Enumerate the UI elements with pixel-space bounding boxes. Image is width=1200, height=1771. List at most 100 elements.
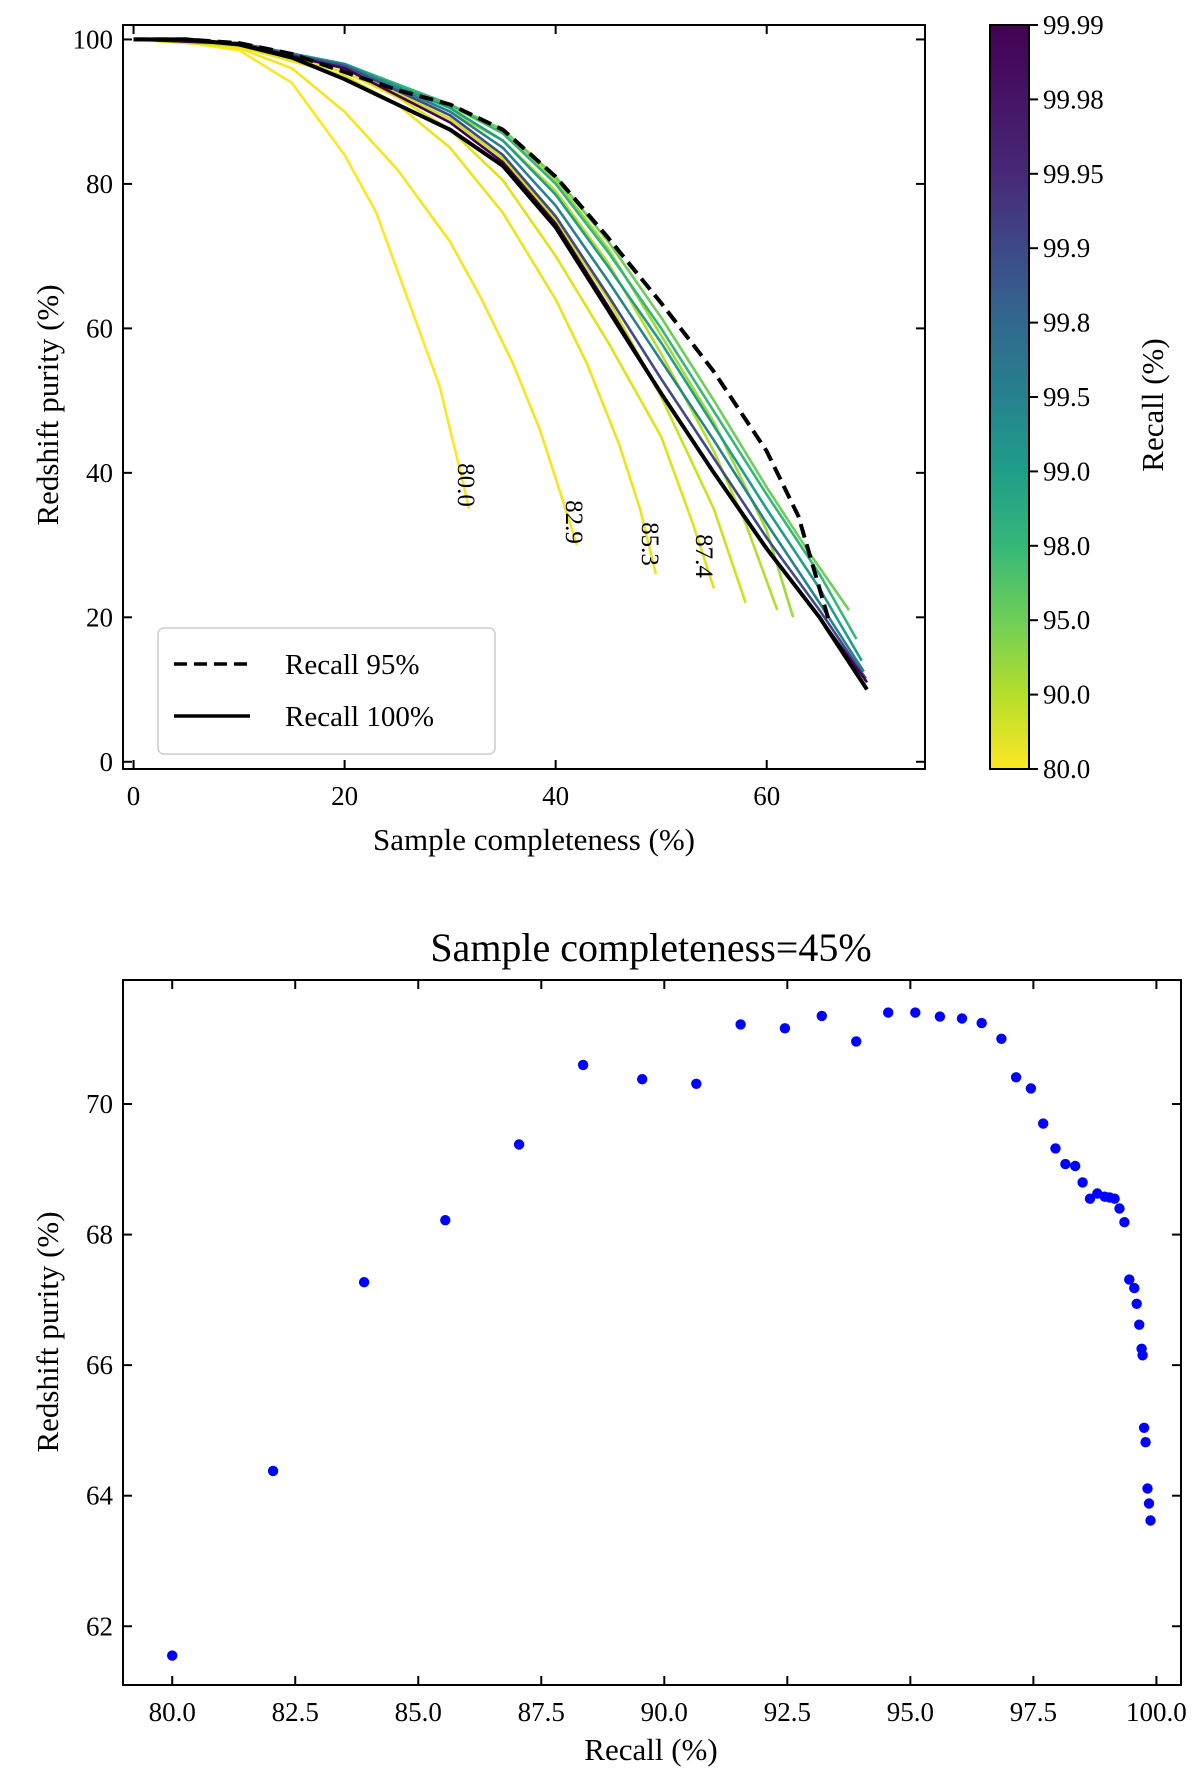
bottom-x-ticks: 80.0 82.5 85.0 87.5 90.0 92.5 95.0 97.5 100.0 (149, 980, 1187, 1727)
colorbar-ticks: 80.0 90.0 95.0 98.0 99.0 99.5 99.8 99.9 99.95 99.… (1029, 10, 1104, 784)
colorbar-gradient (989, 24, 1030, 770)
bottom-x-tick-label-3: 87.5 (518, 1697, 565, 1727)
scatter-point-41 (1143, 1498, 1155, 1509)
bottom-x-tick-label-8: 100.0 (1126, 1697, 1187, 1727)
bottom-y-tick-label-4: 70 (86, 1089, 113, 1119)
bottom-y-tick-label-0: 62 (86, 1611, 113, 1641)
top-x-tick-label-0: 0 (127, 781, 141, 811)
top-x-tick-label-3: 60 (753, 781, 780, 811)
series-line-10 (133, 38, 865, 673)
bottom-x-tick-label-4: 90.0 (641, 1697, 688, 1727)
curve-label-85-3: 85.3 (636, 522, 663, 566)
series-line-14 (133, 37, 869, 691)
colorbar-tick-label-4: 99.0 (1043, 456, 1090, 486)
scatter-point-37 (1137, 1350, 1148, 1361)
scatter-point-38 (1138, 1422, 1150, 1434)
scatter-point-10 (816, 1010, 827, 1022)
bottom-y-tick-label-3: 68 (86, 1220, 113, 1250)
scatter-point-42 (1145, 1515, 1156, 1526)
scatter-point-40 (1142, 1483, 1153, 1494)
bottom-x-tick-label-1: 82.5 (272, 1697, 319, 1727)
top-y-tick-label-4: 80 (86, 169, 113, 199)
scatter-point-31 (1119, 1217, 1130, 1228)
colorbar-tick-label-7: 99.9 (1043, 233, 1090, 263)
colorbar: 80.0 90.0 95.0 98.0 99.0 99.5 99.8 99.9 99.95 99.… (989, 10, 1170, 784)
bottom-points-group (167, 1007, 1156, 1661)
colorbar-tick-label-8: 99.95 (1043, 159, 1104, 189)
scatter-point-34 (1131, 1298, 1142, 1310)
top-y-tick-label-3: 60 (86, 313, 113, 343)
scatter-point-39 (1140, 1437, 1151, 1448)
scatter-point-17 (996, 1033, 1007, 1045)
bottom-y-ticks: 62 64 66 68 70 (86, 1089, 1181, 1641)
scatter-point-35 (1134, 1319, 1145, 1330)
top-y-tick-label-1: 20 (86, 602, 113, 632)
scatter-point-9 (779, 1023, 791, 1034)
scatter-point-32 (1124, 1274, 1135, 1285)
scatter-point-25 (1084, 1193, 1096, 1204)
scatter-point-33 (1129, 1282, 1140, 1294)
colorbar-tick-label-9: 99.98 (1043, 84, 1104, 114)
series-line-9 (133, 38, 863, 662)
curve-label-82-9: 82.9 (560, 500, 587, 544)
top-line-chart: 0 20 40 60 0 20 40 60 80 100 Sample completeness… (30, 10, 1170, 857)
legend-label-recall-100: Recall 100% (285, 701, 434, 733)
series-line-0 (133, 38, 471, 510)
bottom-y-tick-label-1: 64 (86, 1481, 114, 1511)
scatter-point-19 (1025, 1083, 1037, 1094)
top-legend: Recall 95% Recall 100% (157, 627, 496, 755)
scatter-point-18 (1010, 1072, 1022, 1083)
colorbar-tick-label-10: 99.99 (1043, 10, 1104, 40)
top-y-tick-label-2: 40 (86, 458, 113, 488)
scatter-point-1 (267, 1465, 279, 1477)
series-line-3 (133, 38, 716, 589)
top-y-tick-label-0: 0 (100, 747, 114, 777)
scatter-point-12 (883, 1007, 894, 1018)
scatter-point-16 (976, 1017, 987, 1029)
scatter-point-2 (358, 1277, 370, 1288)
scatter-point-21 (1050, 1143, 1061, 1154)
series-line-1 (133, 38, 579, 546)
bottom-x-axis-label: Recall (%) (584, 1732, 717, 1767)
top-y-axis-label: Redshift purity (%) (30, 284, 65, 525)
bottom-y-axis-label: Redshift purity (%) (30, 1211, 65, 1452)
top-x-axis-label: Sample completeness (%) (373, 822, 695, 857)
scatter-point-8 (735, 1019, 746, 1030)
bottom-x-tick-label-5: 92.5 (764, 1697, 811, 1727)
scatter-point-13 (910, 1007, 921, 1018)
series-line-2 (133, 38, 658, 575)
scatter-point-22 (1060, 1158, 1071, 1170)
scatter-point-3 (440, 1215, 451, 1226)
colorbar-tick-label-0: 80.0 (1043, 754, 1090, 784)
top-plot-frame (122, 24, 926, 770)
colorbar-label: Recall (%) (1135, 338, 1170, 471)
scatter-point-14 (934, 1011, 946, 1022)
top-series-group (133, 37, 869, 691)
scatter-point-7 (691, 1078, 702, 1090)
scatter-point-0 (167, 1650, 178, 1661)
series-line-11 (133, 38, 867, 680)
top-x-tick-label-1: 20 (331, 781, 358, 811)
curve-label-87-4: 87.4 (690, 534, 717, 578)
scatter-point-5 (577, 1059, 589, 1071)
curve-label-80: 80.0 (452, 463, 479, 507)
top-x-ticks: 0 20 40 60 (127, 25, 780, 811)
scatter-point-24 (1077, 1177, 1088, 1188)
bottom-scatter-chart: Sample completeness=45% 80.0 82.5 85.0 87.5… (30, 925, 1187, 1767)
colorbar-tick-label-6: 99.8 (1043, 308, 1090, 338)
top-y-tick-label-5: 100 (73, 24, 114, 54)
colorbar-tick-label-5: 99.5 (1043, 382, 1090, 412)
top-y-ticks: 0 20 40 60 80 100 (73, 24, 925, 777)
series-line-12 (133, 38, 869, 684)
top-x-tick-label-2: 40 (542, 781, 569, 811)
scatter-point-6 (637, 1074, 648, 1085)
scatter-point-15 (956, 1013, 968, 1024)
colorbar-tick-label-1: 90.0 (1043, 680, 1090, 710)
bottom-chart-title: Sample completeness=45% (430, 925, 871, 970)
colorbar-tick-label-2: 95.0 (1043, 605, 1090, 635)
scatter-point-20 (1038, 1118, 1049, 1129)
scatter-point-4 (513, 1139, 525, 1150)
bottom-plot-frame (122, 979, 1182, 1686)
series-line-7 (133, 38, 851, 611)
